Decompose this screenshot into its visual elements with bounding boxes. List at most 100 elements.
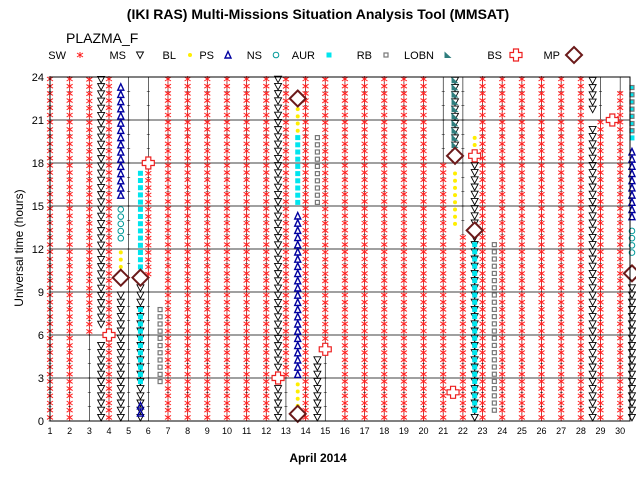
point-sw (243, 169, 251, 177)
x-tick-label: 29 (596, 426, 606, 436)
point-sw (420, 327, 428, 335)
point-ns (117, 220, 125, 228)
point-sw (85, 313, 93, 321)
point-ps (117, 183, 125, 192)
point-sw (184, 233, 192, 241)
point-ms (274, 284, 283, 292)
point-sw (557, 140, 565, 148)
point-sw (439, 248, 447, 256)
point-sw (302, 82, 310, 90)
point-sw (538, 82, 546, 90)
point-sw (400, 212, 408, 220)
point-sw (321, 133, 329, 141)
point-sw (262, 262, 270, 270)
point-sw (479, 291, 487, 299)
point-sw (557, 370, 565, 378)
point-ms (588, 183, 597, 191)
point-sw (282, 327, 290, 335)
point-sw (361, 399, 369, 407)
point-sw (420, 370, 428, 378)
point-ms (313, 370, 322, 379)
point-sw (302, 197, 310, 205)
point-sw (184, 255, 192, 263)
point-sw (262, 334, 270, 342)
point-sw (597, 385, 605, 393)
point-sw (361, 133, 369, 141)
x-tick-label: 23 (478, 426, 488, 436)
point-sw (302, 133, 310, 141)
point-sw (262, 176, 270, 184)
point-sw (184, 205, 192, 213)
point-ms (274, 349, 283, 357)
point-sw (597, 363, 605, 371)
point-sw (577, 190, 585, 198)
point-sw (577, 370, 585, 378)
y-tick-label: 6 (38, 330, 44, 342)
point-sw (498, 349, 506, 357)
point-ms (274, 198, 283, 206)
point-sw (479, 406, 487, 414)
point-sw (420, 169, 428, 177)
point-sw (361, 284, 369, 292)
point-ms (97, 356, 106, 364)
point-sw (262, 385, 270, 393)
point-sw (498, 97, 506, 105)
point-sw (164, 183, 172, 191)
point-sw (479, 104, 487, 112)
point-ms (116, 334, 125, 343)
point-sw (85, 299, 93, 307)
point-ms (588, 219, 597, 227)
legend-label-aur: AUR (292, 50, 315, 62)
point-aur (137, 321, 143, 327)
point-sw (420, 219, 428, 227)
point-sw (223, 176, 231, 184)
point-sw (203, 197, 211, 205)
point-sw (538, 97, 546, 105)
point-mp (288, 89, 307, 108)
point-sw (498, 104, 506, 112)
point-sw (321, 104, 329, 112)
point-ms (97, 183, 106, 192)
point-sw (203, 284, 211, 292)
point-rb (314, 163, 320, 169)
point-ps (294, 247, 302, 256)
point-sw (302, 284, 310, 292)
point-ms (588, 399, 597, 407)
point-sw (518, 392, 526, 400)
legend-label-ps: PS (199, 50, 214, 62)
legend-label-bs: BS (487, 50, 502, 62)
point-sw (538, 104, 546, 112)
point-ms (274, 306, 283, 314)
point-sw (538, 305, 546, 313)
point-ms (274, 234, 283, 242)
point-sw (538, 385, 546, 393)
point-sw (164, 327, 172, 335)
point-sw (439, 205, 447, 213)
point-sw (321, 126, 329, 134)
point-sw (341, 385, 349, 393)
point-sw (498, 176, 506, 184)
point-sw (538, 377, 546, 385)
point-sw (85, 270, 93, 278)
point-sw (243, 284, 251, 292)
point-sw (223, 169, 231, 177)
point-aur (472, 378, 478, 384)
point-sw (420, 406, 428, 414)
point-sw (321, 284, 329, 292)
point-sw (184, 125, 192, 133)
point-sw (380, 104, 388, 112)
point-aur (137, 185, 143, 191)
point-sw (361, 341, 369, 349)
point-sw (577, 233, 585, 241)
point-sw (66, 205, 74, 213)
point-rb (157, 306, 163, 313)
point-ms (136, 392, 145, 400)
point-sw (597, 334, 605, 342)
point-sw (400, 140, 408, 148)
point-sw (164, 89, 172, 97)
point-sw (380, 190, 388, 198)
point-ms (588, 190, 597, 199)
point-ms (588, 413, 597, 422)
point-sw (321, 90, 329, 98)
point-ms (116, 305, 125, 314)
